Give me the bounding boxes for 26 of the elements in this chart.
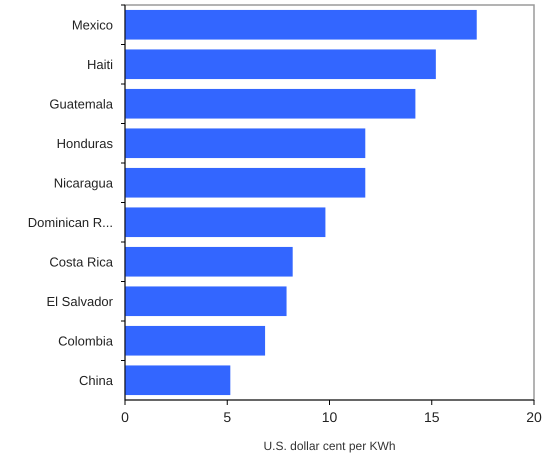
x-tick-label: 20 <box>526 409 542 425</box>
x-axis-title: U.S. dollar cent per KWh <box>263 439 396 453</box>
bar <box>125 88 416 119</box>
bar <box>125 365 230 396</box>
y-tick-label: Colombia <box>58 333 114 348</box>
y-tick-label: Costa Rica <box>49 254 114 270</box>
y-tick-label: Dominican R... <box>28 214 113 230</box>
x-tick-label: 10 <box>322 409 338 425</box>
y-tick-label: Nicaragua <box>54 175 114 190</box>
bar <box>125 128 366 158</box>
bar <box>125 168 366 198</box>
bar <box>125 286 287 316</box>
y-tick-label: El Salvador <box>46 294 114 309</box>
y-tick-label: China <box>79 372 114 388</box>
bar <box>125 10 477 40</box>
x-tick-label: 0 <box>121 409 130 425</box>
bar <box>125 207 326 238</box>
bar <box>125 49 436 80</box>
x-tick-label: 15 <box>424 409 440 425</box>
x-tick-label: 5 <box>223 409 232 425</box>
y-tick-label: Mexico <box>72 17 113 32</box>
y-tick-label: Honduras <box>56 136 114 151</box>
bar <box>125 326 266 356</box>
y-tick-label: Haiti <box>86 56 114 72</box>
y-tick-label: Guatemala <box>49 96 114 112</box>
bar <box>125 246 293 277</box>
